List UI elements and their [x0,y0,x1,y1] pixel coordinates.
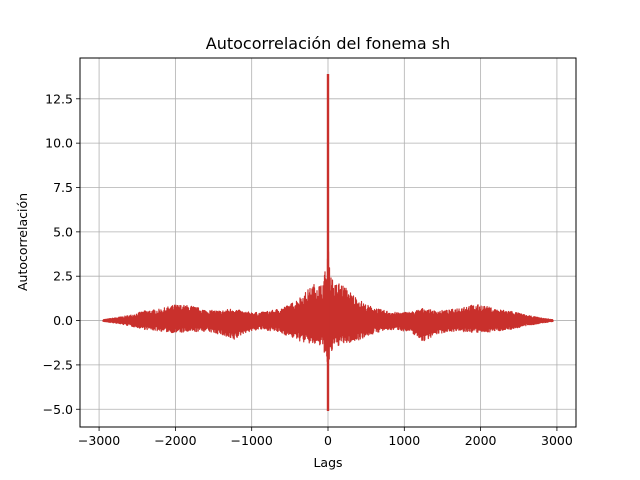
x-axis-ticks: −3000 −2000 −1000 0 1000 2000 3000 [78,427,573,448]
y-axis-ticks: −5.0 −2.5 0.0 2.5 5.0 7.5 10.0 12.5 [43,91,80,417]
y-tick-label: −2.5 [43,357,73,372]
series-layer [102,73,554,412]
x-tick-label: 1000 [388,433,420,448]
x-tick-label: −2000 [154,433,196,448]
x-tick-label: 0 [324,433,332,448]
y-tick-label: 2.5 [53,269,73,284]
chart-title: Autocorrelación del fonema sh [206,34,451,53]
x-tick-label: −3000 [78,433,120,448]
x-tick-label: 3000 [541,433,573,448]
y-tick-label: 0.0 [53,313,73,328]
x-tick-label: −1000 [231,433,273,448]
x-tick-label: 2000 [465,433,497,448]
y-tick-label: 7.5 [53,180,73,195]
y-tick-label: −5.0 [43,402,73,417]
y-tick-label: 12.5 [45,91,73,106]
x-axis-label: Lags [313,455,342,470]
y-tick-label: 5.0 [53,224,73,239]
y-tick-label: 10.0 [45,136,73,151]
y-axis-label: Autocorrelación [15,193,30,291]
